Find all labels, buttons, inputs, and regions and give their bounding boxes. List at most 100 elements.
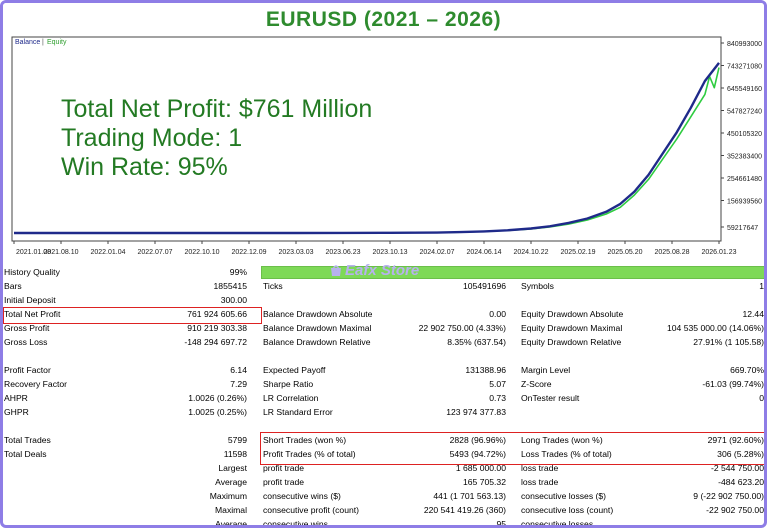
bottom-row-value: -2 544 750.00 <box>710 463 764 473</box>
stat-value: 105491696 <box>462 281 506 291</box>
stat-label: Balance Drawdown Relative <box>263 337 371 347</box>
y-tick-label: 352383400 <box>727 154 762 161</box>
x-tick-label: 2024.06.14 <box>466 249 501 256</box>
stat-label: Balance Drawdown Maximal <box>263 323 372 333</box>
y-tick-label: 645549160 <box>727 86 762 93</box>
stat-value: 11598 <box>223 449 247 459</box>
stat-label: LR Standard Error <box>263 407 333 417</box>
x-tick-label: 2023.10.13 <box>372 249 407 256</box>
stat-label: AHPR <box>4 393 28 403</box>
stat-label: Gross Profit <box>4 323 50 333</box>
bottom-row-value: -484 623.20 <box>718 477 764 487</box>
series-line-balance <box>14 62 720 235</box>
stat-label: Bars <box>4 281 22 291</box>
bottom-row-label: Maximum <box>209 491 247 501</box>
history-quality-value: 99% <box>229 267 247 277</box>
history-quality-bar <box>261 266 764 279</box>
x-tick-label: 2022.07.07 <box>137 249 172 256</box>
bottom-row-value: -22 902 750.00 <box>706 505 764 515</box>
bottom-row-metric: loss trade <box>521 463 559 473</box>
stat-value: 123 974 377.83 <box>446 407 506 417</box>
bottom-row-metric: consecutive profit (count) <box>263 505 360 515</box>
bottom-row-metric: consecutive wins <box>263 519 328 528</box>
y-tick-label: 743271080 <box>727 64 762 71</box>
stat-label: Symbols <box>521 281 554 291</box>
legend-equity: Equity <box>47 39 67 46</box>
stat-value: 12.44 <box>742 309 764 319</box>
equity-chart: 2021.01.08 2021.08.10 2022.01.04 2022.07.07… <box>3 31 764 263</box>
y-tick-label: 547827240 <box>727 109 762 116</box>
x-tick-label: 2023.06.23 <box>325 249 360 256</box>
x-tick-label: 2022.10.10 <box>184 249 219 256</box>
stat-value: 0.00 <box>489 309 506 319</box>
x-tick-label: 2024.10.22 <box>513 249 548 256</box>
stat-value: 1855415 <box>213 281 247 291</box>
stat-value: 27.91% (1 105.58) <box>693 337 764 347</box>
stat-value: -61.03 (99.74%) <box>702 379 764 389</box>
stat-label: Equity Drawdown Relative <box>521 337 622 347</box>
y-tick-label: 59217647 <box>727 225 758 232</box>
bottom-row-label: Largest <box>218 463 247 473</box>
legend-balance: Balance <box>15 39 40 46</box>
stat-label: Total Net Profit <box>4 309 61 319</box>
stat-value: 8.35% (637.54) <box>447 337 506 347</box>
stat-label: Ticks <box>263 281 283 291</box>
x-tick-label: 2021.08.10 <box>43 249 78 256</box>
overlay-text: Total Net Profit: $761 Million <box>61 95 372 123</box>
stat-label: OnTester result <box>521 393 580 403</box>
stat-value: 2828 (96.96%) <box>449 435 506 445</box>
bottom-row-value: 220 541 419.26 (360) <box>423 505 506 515</box>
legend-separator: | <box>42 39 44 46</box>
x-tick-label: 2021.01.08 <box>16 249 51 256</box>
x-tick-label: 2022.12.09 <box>231 249 266 256</box>
store-logo-icon <box>329 264 343 278</box>
stat-label: Loss Trades (% of total) <box>521 449 612 459</box>
stat-value: -148 294 697.72 <box>184 337 247 347</box>
bottom-row-metric: consecutive wins ($) <box>263 491 341 501</box>
bottom-row-value: 165 705.32 <box>462 477 506 487</box>
x-tick-label: 2024.02.07 <box>419 249 454 256</box>
x-tick-label: 2022.01.04 <box>90 249 125 256</box>
history-quality-label: History Quality <box>4 267 60 277</box>
bottom-row-label: Maximal <box>215 505 247 515</box>
overlay-text: Trading Mode: 1 <box>61 124 242 152</box>
stat-label: Equity Drawdown Absolute <box>521 309 624 319</box>
stat-value: 0 <box>759 393 764 403</box>
stat-label: Long Trades (won %) <box>521 435 603 445</box>
stat-value: 104 535 000.00 (14.06%) <box>667 323 764 333</box>
stat-label: Sharpe Ratio <box>263 379 314 389</box>
stat-label: Profit Factor <box>4 365 51 375</box>
stat-value: 669.70% <box>730 365 764 375</box>
stat-value: 131388.96 <box>465 365 506 375</box>
y-tick-label: 254661480 <box>727 176 762 183</box>
bottom-row-metric: consecutive losses ($) <box>521 491 607 501</box>
y-tick-label: 840993000 <box>727 41 762 48</box>
stat-label: GHPR <box>4 407 29 417</box>
stat-value: 7.29 <box>230 379 247 389</box>
bottom-row-metric: consecutive losses <box>521 519 594 528</box>
stat-label: Total Deals <box>4 449 47 459</box>
x-tick-label: 2025.02.19 <box>560 249 595 256</box>
x-tick-label: 2025.05.20 <box>607 249 642 256</box>
bottom-row-metric: profit trade <box>263 463 305 473</box>
highlight-box-trades <box>260 432 764 465</box>
stat-label: Margin Level <box>521 365 571 375</box>
stat-value: 1.0026 (0.26%) <box>188 393 247 403</box>
bottom-row-metric: profit trade <box>263 477 305 487</box>
bottom-row-label: Average <box>215 519 247 528</box>
stat-value: 5799 <box>227 435 247 445</box>
y-tick-label: 450105320 <box>727 131 762 138</box>
stat-label: Gross Loss <box>4 337 48 347</box>
bottom-row-value: 95 <box>496 519 506 528</box>
stat-label: LR Correlation <box>263 393 319 403</box>
bottom-row-metric: consecutive loss (count) <box>521 505 614 515</box>
stat-value: 1.0025 (0.25%) <box>188 407 247 417</box>
stat-value: 5493 (94.72%) <box>449 449 506 459</box>
stat-label: Equity Drawdown Maximal <box>521 323 623 333</box>
watermark-text: Eafx Store <box>345 262 420 279</box>
stat-value: 300.00 <box>220 295 247 305</box>
stat-value: 1 <box>759 281 764 291</box>
bottom-row-value: 1 685 000.00 <box>455 463 506 473</box>
